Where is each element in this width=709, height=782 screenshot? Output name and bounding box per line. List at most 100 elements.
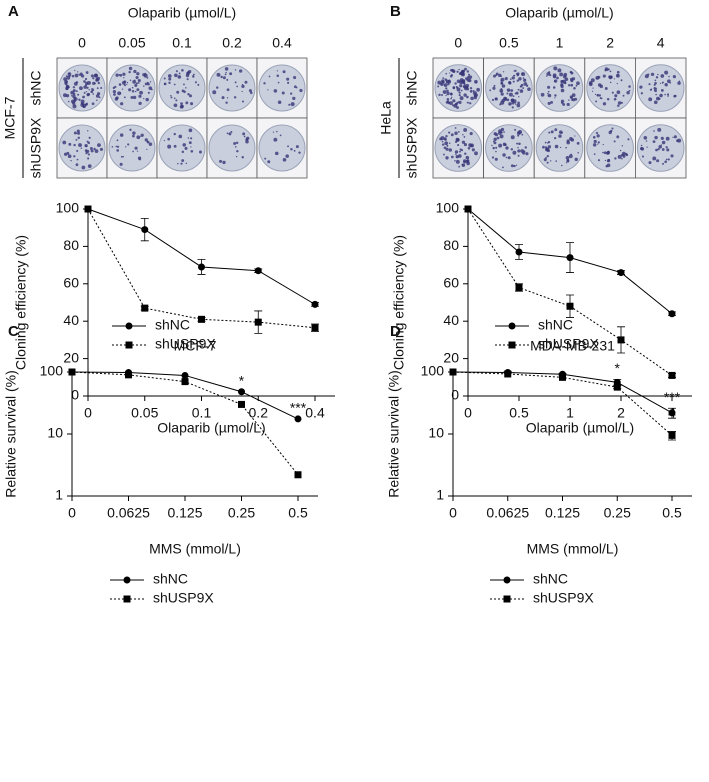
colony [182, 143, 187, 147]
colony [163, 83, 166, 86]
colony [293, 149, 296, 152]
image-row-label: shNC [404, 70, 420, 105]
colony [469, 102, 472, 105]
colony [85, 145, 88, 148]
colony [492, 86, 496, 90]
colony [560, 131, 563, 134]
legend-label: shNC [153, 571, 188, 587]
colony [234, 69, 237, 71]
colony [606, 98, 610, 101]
colony [88, 88, 90, 91]
colony [522, 87, 525, 89]
legend-label: shNC [155, 317, 190, 333]
colony-well [258, 64, 306, 112]
colony [144, 72, 147, 75]
colony [655, 76, 659, 79]
colony [286, 77, 290, 81]
colony [79, 86, 83, 90]
colony [489, 89, 492, 92]
colony [466, 78, 470, 82]
colony [525, 152, 529, 156]
colony [463, 128, 468, 132]
colony [83, 91, 86, 94]
colony [78, 73, 80, 75]
colony [508, 81, 512, 85]
colony [456, 70, 459, 73]
colony [464, 152, 467, 155]
colony [462, 69, 465, 73]
colony [445, 72, 448, 75]
marker [294, 471, 302, 479]
colony [70, 159, 72, 162]
colony [648, 161, 652, 165]
colony [175, 99, 178, 102]
colony [170, 94, 172, 97]
colony [667, 79, 671, 84]
colony [513, 74, 515, 77]
colony [600, 97, 603, 100]
colony [614, 157, 617, 160]
y-tick-label: 20 [63, 349, 79, 365]
colony [163, 77, 166, 80]
colony [125, 146, 127, 148]
colony [92, 93, 95, 95]
colony [75, 90, 78, 93]
colony [245, 139, 249, 144]
colony [511, 106, 514, 109]
colony [79, 74, 81, 77]
colony [80, 74, 85, 78]
colony-well [208, 124, 256, 172]
y-tick-label: 40 [443, 312, 459, 328]
colony [559, 146, 562, 149]
colony [510, 164, 514, 168]
x-tick-label: 0.0625 [486, 505, 529, 521]
colony [186, 78, 189, 81]
colony [139, 90, 143, 95]
colony [145, 97, 149, 102]
colony [553, 66, 558, 71]
colony [604, 159, 607, 162]
colony [653, 87, 657, 90]
colony [563, 72, 568, 77]
colony [62, 93, 67, 98]
colony [146, 76, 149, 79]
colony [451, 96, 453, 98]
colony [225, 71, 227, 74]
colony [123, 96, 126, 99]
colony [447, 83, 450, 86]
colony [559, 72, 564, 77]
y-tick-label: 100 [40, 363, 64, 379]
panel-label: B [390, 3, 401, 20]
colony [571, 93, 576, 97]
x-tick-label: 0.125 [545, 505, 580, 521]
colony [144, 138, 148, 142]
colony [63, 77, 67, 81]
colony [92, 77, 95, 80]
colony [452, 99, 456, 103]
colony [448, 148, 453, 152]
colony [68, 142, 72, 146]
colony [565, 146, 567, 149]
colony [442, 90, 447, 94]
image-column-label: 4 [657, 35, 665, 51]
colony [640, 92, 644, 95]
colony [664, 160, 667, 164]
colony [458, 150, 461, 153]
colony [616, 74, 619, 77]
colony [276, 130, 278, 133]
colony [463, 136, 466, 138]
colony [604, 67, 608, 71]
colony [665, 136, 670, 141]
colony [554, 97, 556, 99]
series-line [467, 208, 673, 376]
colony [512, 99, 517, 104]
colony [113, 93, 116, 96]
y-tick-label: 1 [436, 487, 444, 503]
colony [193, 73, 195, 76]
colony [566, 102, 570, 107]
colony [83, 80, 86, 83]
colony [163, 139, 165, 142]
colony [569, 95, 573, 99]
colony [491, 144, 493, 147]
colony [602, 143, 604, 146]
